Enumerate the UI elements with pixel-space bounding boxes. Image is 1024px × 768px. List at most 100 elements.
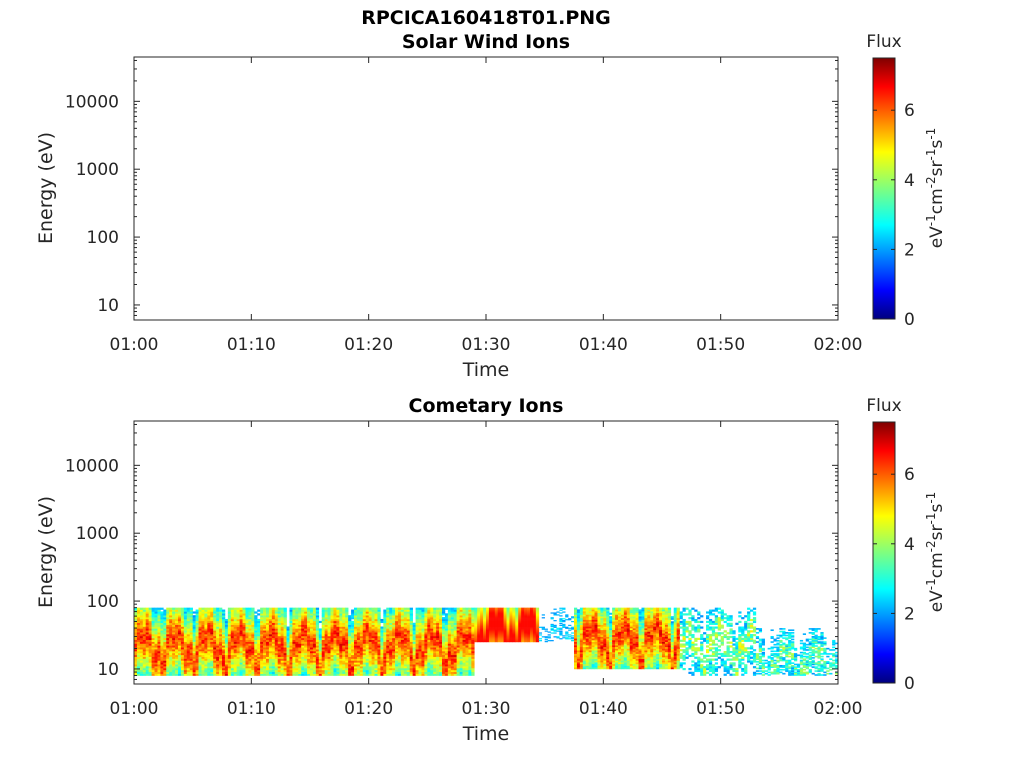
spectrogram-cell [459,626,463,629]
spectrogram-cell [219,652,223,656]
spectrogram-cell [497,638,501,640]
spectrogram-cell [403,611,408,614]
spectrogram-cell [222,609,226,612]
spectrogram-cell [524,627,528,629]
spectrogram-cell [436,618,440,622]
spectrogram-cell [527,622,531,625]
spectrogram-cell [386,615,390,618]
spectrogram-cell [477,624,481,627]
spectrogram-cell [468,613,472,616]
spectrogram-cell [444,664,449,667]
spectrogram-cell [136,632,141,635]
spectrogram-cell [351,634,355,637]
spectrogram-cell [201,634,205,637]
spectrogram-cell [447,635,452,639]
spectrogram-cell [260,656,264,659]
spectrogram-cell [450,652,455,656]
spectrogram-cell [245,609,249,612]
spectrogram-cell [515,638,519,640]
spectrogram-cell [175,673,179,676]
spectrogram-cell [307,639,311,642]
spectrogram-cell [227,624,232,627]
spectrogram-cell [175,607,179,610]
spectrogram-cell [157,664,161,667]
spectrogram-cell [151,618,155,622]
spectrogram-cell [157,613,161,616]
spectrogram-cell [310,669,314,673]
spectrogram-cell [321,654,325,657]
spectrogram-cell [530,615,534,617]
spectrogram-cell [453,647,457,650]
spectrogram-cell [283,647,287,650]
spectrogram-cell [512,607,516,609]
spectrogram-cell [148,660,152,663]
spectrogram-cell [532,620,537,623]
spectrogram-cell [439,652,443,656]
spectrogram-cell [395,617,399,620]
spectrogram-cell [266,626,270,629]
spectrogram-cell [183,639,188,642]
spectrogram-cell [392,618,396,622]
spectrogram-cell [324,635,328,639]
spectrogram-cell [260,626,264,629]
spectrogram-cell [480,620,484,622]
spectrogram-cell [271,634,276,637]
spectrogram-cell [219,671,223,674]
spectrogram-cell [532,618,537,620]
spectrogram-cell [459,671,463,674]
spectrogram-cell [483,620,487,622]
spectrogram-cell [371,654,375,657]
spectrogram-cell [471,652,475,656]
spectrogram-cell [260,654,264,657]
spectrogram-cell [239,626,243,629]
spectrogram-cell [274,666,279,669]
spectrogram-cell [494,627,499,629]
spectrogram-cell [400,647,405,650]
spectrogram-cell [186,671,191,674]
spectrogram-cell [201,611,205,614]
spectrogram-cell [298,632,302,635]
spectrogram-cell [169,615,173,618]
spectrogram-cell [271,645,276,648]
spectrogram-cell [151,671,155,674]
spectrogram-cell [321,664,325,667]
spectrogram-cell [380,667,384,671]
spectrogram-cell [336,658,340,661]
spectrogram-cell [491,620,496,622]
spectrogram-cell [292,620,296,624]
spectrogram-cell [304,618,308,622]
spectrogram-cell [456,673,460,676]
spectrogram-cell [383,615,387,618]
spectrogram-cell [442,656,446,659]
spectrogram-cell [136,658,141,661]
spectrogram-cell [207,662,211,665]
spectrogram-cell [195,662,199,665]
spectrogram-cell [327,649,331,652]
spectrogram-cell [424,637,428,640]
spectrogram-cell [418,622,422,625]
spectrogram-cell [418,607,422,610]
spectrogram-cell [362,620,367,624]
spectrogram-cell [465,656,469,659]
spectrogram-cell [447,666,452,669]
spectrogram-cell [163,637,167,640]
spectrogram-cell [400,656,405,659]
spectrogram-cell [310,609,314,612]
spectrogram-cell [439,645,443,648]
spectrogram-cell [477,608,481,610]
spectrogram-cell [198,647,202,650]
spectrogram-cell [301,624,305,627]
spectrogram-cell [518,621,522,624]
spectrogram-cell [280,635,284,639]
spectrogram-cell [134,649,138,652]
spectrogram-cell [398,651,402,654]
spectrogram-cell [257,664,261,667]
spectrogram-cell [213,667,217,671]
spectrogram-cell [280,630,284,633]
spectrogram-cell [295,607,299,610]
spectrogram-cell [421,669,425,673]
spectrogram-cell [274,609,279,612]
spectrogram-cell [204,617,208,620]
spectrogram-cell [183,615,188,618]
spectrogram-cell [532,622,537,625]
